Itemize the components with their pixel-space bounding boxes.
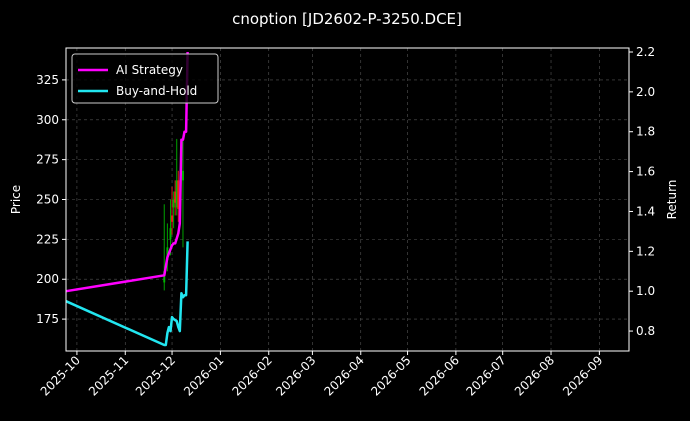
candle-body [163, 271, 166, 283]
candle-body [166, 247, 169, 261]
legend-label: Buy-and-Hold [116, 84, 197, 98]
candle-body [174, 191, 177, 203]
y-tick-label: 250 [36, 193, 59, 207]
legend: AI Strategy Buy-and-Hold [71, 53, 219, 104]
candle-body [177, 180, 180, 210]
y2-tick-label: 1.4 [636, 204, 655, 218]
chart-title: cnoption [JD2602-P-3250.DCE] [232, 10, 462, 28]
y2-tick-label: 2.0 [636, 85, 655, 99]
series-lines [65, 51, 189, 347]
y-axis-label: Price [9, 185, 23, 214]
y-tick-label: 275 [36, 153, 59, 167]
y2-tick-label: 2.2 [636, 45, 655, 59]
candle-body [175, 180, 178, 208]
y-tick-label: 325 [36, 73, 59, 87]
y-tick-label: 300 [36, 113, 59, 127]
series-line [65, 241, 189, 347]
y2-tick-label: 1.6 [636, 165, 655, 179]
candle-body [169, 228, 172, 240]
y2-tick-label: 1.0 [636, 284, 655, 298]
candle-body [171, 215, 174, 222]
y2-tick-label: 1.8 [636, 125, 655, 139]
y2-tick-label: 0.8 [636, 324, 655, 338]
y-tick-label: 225 [36, 232, 59, 246]
candle-body [172, 199, 175, 208]
y-tick-label: 200 [36, 272, 59, 286]
series-line [65, 51, 189, 293]
y2-axis-label: Return [665, 180, 679, 220]
y2-tick-label: 1.2 [636, 244, 655, 258]
legend-label: AI Strategy [116, 63, 183, 77]
legend-box [71, 53, 219, 104]
candle-body [181, 170, 184, 181]
y-tick-label: 175 [36, 312, 59, 326]
